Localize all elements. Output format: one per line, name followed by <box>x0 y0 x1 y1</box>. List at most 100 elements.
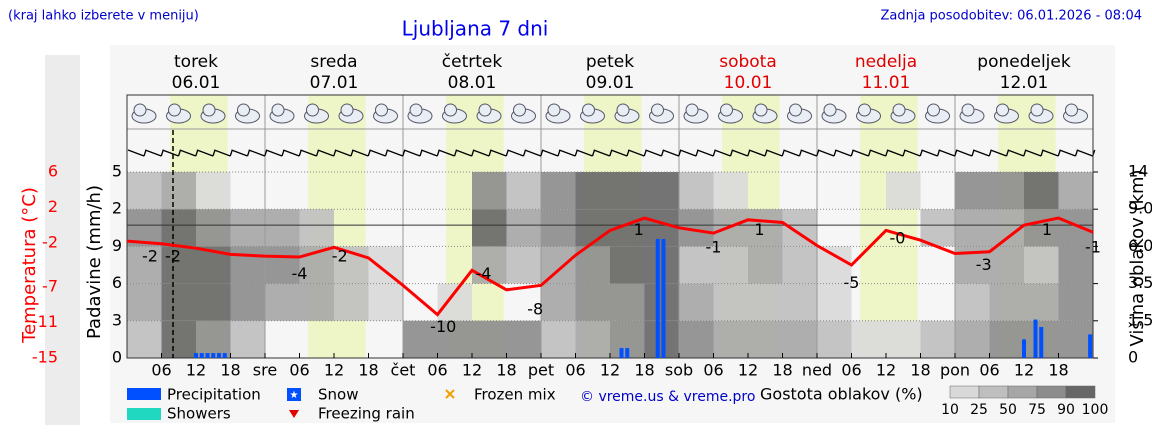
cloud-height-tick-label: 14 <box>1128 162 1148 181</box>
wind-barb <box>541 149 561 157</box>
weather-icon <box>409 103 423 117</box>
weather-icon <box>754 103 768 117</box>
cloud-cell <box>506 209 541 247</box>
precipitation-bar <box>1039 327 1044 358</box>
cloud-cell <box>541 246 576 284</box>
temperature-label: 1 <box>634 220 644 239</box>
x-tick-label: 12 <box>462 361 482 380</box>
cloud-cell <box>161 320 196 358</box>
cloud-cell <box>989 283 1024 321</box>
cloud-cell <box>575 283 610 321</box>
cloud-cell <box>127 246 162 284</box>
wind-barb <box>162 149 182 157</box>
weather-icon <box>616 103 630 117</box>
wind-barb <box>403 149 423 157</box>
wind-barb <box>835 149 854 157</box>
cloud-cell <box>713 283 748 321</box>
wind-barb <box>300 149 320 157</box>
temperature-label: 1 <box>754 220 764 239</box>
weather-icon <box>306 103 319 117</box>
cloud-height-tick-label: 3.5 <box>1128 273 1152 292</box>
wind-barb <box>921 149 941 157</box>
temperature-label: -3 <box>976 255 992 274</box>
weather-icon <box>513 103 526 117</box>
cloud-cell <box>782 246 817 284</box>
cloud-height-tick-label: 6.0 <box>1128 236 1152 255</box>
legend-label: Showers <box>167 405 231 423</box>
legend: Precipitation Showers ★ Snow Freezing ra… <box>127 385 923 423</box>
temperature-tick-label: -2 <box>42 232 58 251</box>
cloud-height-tick-label: 9.0 <box>1128 199 1152 218</box>
cloud-cell <box>127 320 162 358</box>
cloud-cell <box>1024 246 1059 284</box>
cloud-cell <box>472 172 507 210</box>
wind-barb <box>265 149 285 157</box>
cloud-cell <box>1024 283 1059 321</box>
cloud-legend-label: 10 <box>941 402 959 418</box>
x-tick-label: 12 <box>1014 361 1034 380</box>
cloud-cell <box>265 283 300 321</box>
x-tick-label: 12 <box>324 361 344 380</box>
x-tick-label: pon <box>940 361 970 380</box>
cloud-cell <box>472 246 507 284</box>
x-tick-label: 18 <box>1048 361 1068 380</box>
wind-barb <box>231 149 251 157</box>
cloud-cell <box>299 209 334 247</box>
temperature-label: -10 <box>430 317 456 336</box>
cloud-cell <box>748 246 783 284</box>
cloud-cell <box>713 246 748 284</box>
cloud-cell <box>955 209 990 247</box>
wind-barb <box>869 149 889 157</box>
cloud-legend-title: Gostota oblakov (%) <box>760 385 923 404</box>
temperature-axis-label: Temperatura (°C) <box>19 187 40 344</box>
cloud-cell <box>955 320 990 358</box>
cloud-cell <box>541 172 576 210</box>
wind-barb <box>507 149 527 157</box>
wind-barb <box>1059 149 1079 157</box>
cloud-cell <box>1024 172 1059 210</box>
x-tick-label: 06 <box>427 361 447 380</box>
legend-label: Precipitation <box>167 386 261 404</box>
x-tick-label: 12 <box>186 361 206 380</box>
precipitation-bar <box>1088 334 1093 358</box>
weather-icon <box>961 103 975 117</box>
wind-barb <box>386 149 406 157</box>
cloud-cell <box>1058 246 1093 284</box>
wind-barb <box>731 149 751 157</box>
weather-icon <box>444 103 457 117</box>
weather-icon <box>720 103 733 117</box>
legend-symbol <box>289 410 299 418</box>
wind-barb <box>628 149 647 157</box>
weather-icon <box>1065 103 1078 117</box>
cloud-cell <box>955 283 990 321</box>
x-tick-label: 06 <box>151 361 171 380</box>
cloud-cell <box>886 172 921 210</box>
cloud-cell <box>851 320 886 358</box>
update-time: Zadnja posodobitev: 06.01.2026 - 08:04 <box>880 9 1142 24</box>
weather-icon <box>996 103 1009 117</box>
precipitation-bar <box>619 348 624 358</box>
cloud-cell <box>920 320 955 358</box>
x-tick-label: 18 <box>772 361 792 380</box>
x-tick-label: 06 <box>979 361 999 380</box>
cloud-cell <box>127 172 162 210</box>
temperature-label: -1 <box>1085 238 1101 257</box>
legend-swatch <box>287 388 301 401</box>
wind-barb <box>783 149 803 157</box>
day-date: 11.01 <box>862 73 911 93</box>
precipitation-tick-label: 0 <box>112 348 122 367</box>
cloud-cell <box>575 320 610 358</box>
x-tick-label: 06 <box>703 361 723 380</box>
cloud-cell <box>679 172 714 210</box>
location-note: (kraj lahko izberete v meniju) <box>8 9 199 24</box>
cloud-cell <box>610 172 645 210</box>
x-tick-label: čet <box>391 361 416 380</box>
weather-icon <box>202 103 216 117</box>
weather-icon <box>133 103 147 117</box>
cloud-cell <box>161 246 196 284</box>
wind-barb <box>248 149 268 157</box>
weather-icon <box>271 103 285 117</box>
cloud-cell <box>989 172 1024 210</box>
precipitation-bar <box>655 238 660 358</box>
legend-label: Freezing rain <box>318 405 415 423</box>
